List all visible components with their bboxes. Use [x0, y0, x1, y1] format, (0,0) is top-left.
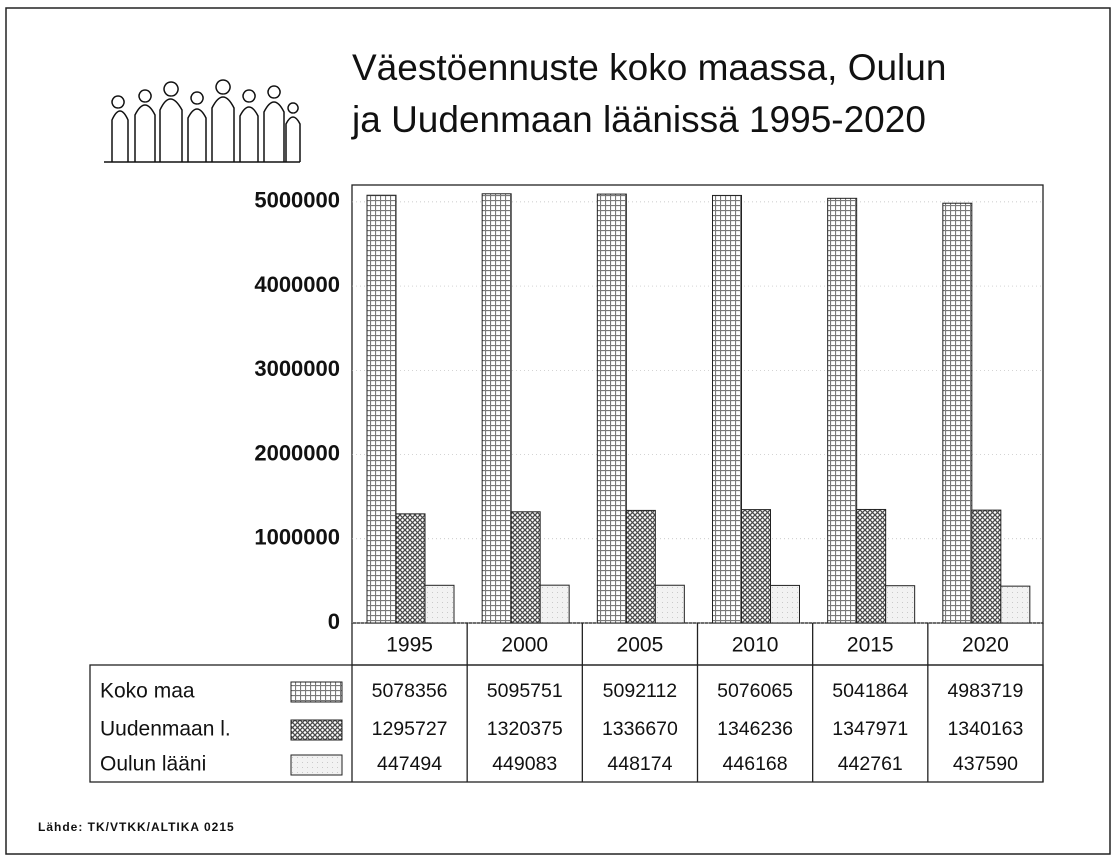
frame: [5, 7, 1111, 855]
x-tick-label: 2005: [617, 634, 664, 657]
x-tick-label: 2015: [847, 634, 894, 657]
bar: [942, 202, 973, 624]
x-tick-label: 2000: [501, 634, 548, 657]
y-tick-label: 0: [328, 609, 340, 634]
bar: [712, 194, 742, 624]
table-value: 447494: [377, 753, 442, 775]
bar: [770, 584, 800, 624]
table-value: 448174: [607, 753, 672, 775]
people-icon: [104, 79, 301, 163]
bar: [1000, 585, 1031, 624]
legend-label: Oulun lääni: [100, 753, 206, 776]
bar: [971, 509, 1002, 624]
bar: [741, 509, 771, 624]
bar: [827, 197, 858, 624]
table-value: 1347971: [832, 718, 908, 740]
table-value: 446168: [723, 753, 788, 775]
bar: [596, 193, 627, 624]
table-value: 442761: [838, 753, 903, 775]
table-value: 5095751: [487, 680, 563, 702]
bar: [395, 513, 426, 624]
table-value: 1336670: [602, 718, 678, 740]
plot-frame: [351, 184, 1044, 624]
table-value: 1320375: [487, 718, 563, 740]
y-tick-label: 1000000: [254, 525, 340, 550]
table-value: 1295727: [372, 718, 448, 740]
table-value: 5078356: [372, 680, 448, 702]
bar: [424, 584, 455, 624]
bar: [366, 194, 397, 624]
bar: [625, 509, 656, 624]
table-value: 5041864: [832, 680, 908, 702]
legend-label: Koko maa: [100, 680, 195, 703]
bar: [856, 508, 887, 624]
y-tick-label: 3000000: [254, 356, 340, 381]
table-value: 437590: [953, 753, 1018, 775]
y-tick-label: 4000000: [254, 272, 340, 297]
y-tick-label: 5000000: [254, 188, 340, 213]
bar: [654, 584, 685, 624]
chart-title: ja Uudenmaan läänissä 1995-2020: [351, 99, 926, 140]
x-tick-label: 2020: [962, 634, 1009, 657]
table-value: 5076065: [717, 680, 793, 702]
bar: [539, 584, 570, 624]
table-frame: [89, 664, 1044, 783]
source-note: Lähde: TK/VTKK/ALTIKA 0215: [38, 820, 235, 834]
bar: [481, 193, 512, 624]
legend-swatch: [290, 681, 343, 703]
bar: [885, 585, 916, 624]
bar: [510, 511, 541, 624]
legend-label: Uudenmaan l.: [100, 718, 231, 741]
table-value: 4983719: [947, 680, 1023, 702]
chart-title: Väestöennuste koko maassa, Oulun: [352, 47, 946, 88]
table-value: 5092112: [603, 680, 677, 702]
x-tick-label: 1995: [386, 634, 433, 657]
legend-swatch: [290, 754, 343, 776]
legend-swatch: [290, 719, 343, 741]
table-value: 1346236: [717, 718, 793, 740]
y-tick-label: 2000000: [254, 440, 340, 465]
x-tick-label: 2010: [732, 634, 779, 657]
table-value: 449083: [492, 753, 557, 775]
table-value: 1340163: [947, 718, 1023, 740]
